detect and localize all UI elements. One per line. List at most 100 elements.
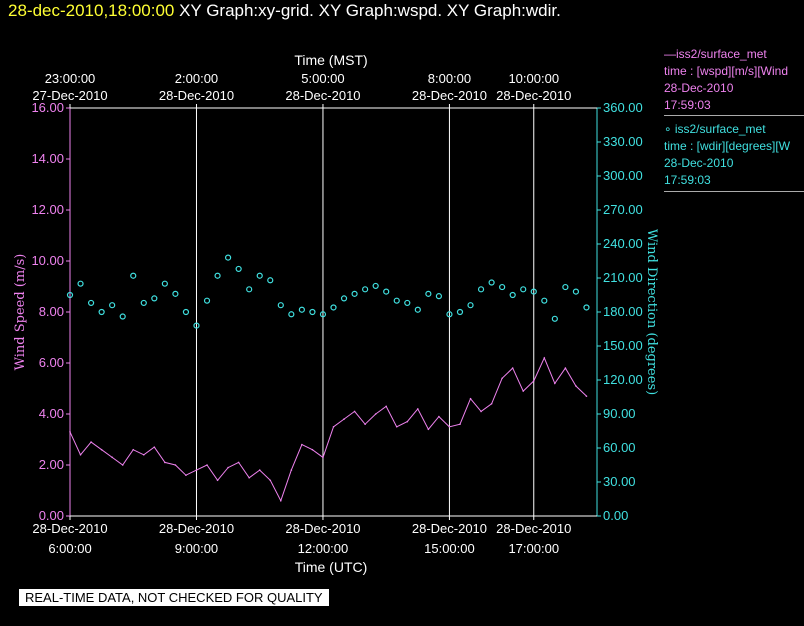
wind-speed-point [353,410,356,413]
right-tick-label: 150.00 [603,338,643,353]
wind-speed-point [132,448,135,451]
wind-speed-point [258,469,261,471]
wind-speed-point [153,446,156,448]
wind-direction-point [393,297,400,304]
wind-speed-point [406,420,409,423]
y-axis-title-left: Wind Speed (m/s) [13,254,28,371]
wind-speed-point [585,395,588,397]
wind-speed-point [554,382,556,385]
legend-wdir-line3: 28-Dec-2010 [664,156,734,170]
wind-speed-point [332,425,335,428]
wind-speed-point [280,499,282,502]
wind-direction-point [551,315,558,322]
wind-speed-point [227,466,229,469]
bottom-tick-time: 6:00:00 [48,541,91,556]
wind-speed-point [501,377,503,380]
legend-wdir-line4: 17:59:03 [664,173,711,187]
right-tick-label: 120.00 [603,372,643,387]
wind-speed-point [216,479,219,482]
wind-speed-point [248,476,250,479]
wind-speed-point [459,423,461,426]
right-tick-label: 30.00 [603,474,636,489]
wind-direction-point [77,280,84,287]
wind-direction-point [467,302,474,309]
wind-direction-point [277,302,284,309]
left-tick-label: 4.00 [39,406,64,421]
wind-direction-point [203,297,211,304]
wind-speed-point [522,390,525,392]
wind-direction-point [288,311,295,318]
legend-divider [664,115,804,116]
wind-direction-point [404,299,411,307]
bottom-axis-ticks: 28-Dec-2010 6:00:00 28-Dec-2010 9:00:00 28-D… [32,516,571,556]
wind-direction-point [520,286,527,293]
x-axis-title-top: Time (MST) [294,52,367,68]
top-tick-date: 27-Dec-2010 [32,88,107,103]
wind-speed-point [343,418,345,420]
wind-direction-point [161,280,168,287]
left-tick-label: 2.00 [39,457,64,472]
left-tick-label: 8.00 [39,304,64,319]
wind-speed-point [374,413,377,415]
wind-speed-point [164,461,166,464]
legend-wspd-line4: 17:59:03 [664,98,711,112]
wind-speed-point [142,454,145,456]
wind-direction-point [246,286,253,293]
wind-speed-point [100,448,103,451]
wind-speed-point [417,408,419,410]
wind-speed-point [480,410,482,413]
quality-note: REAL-TIME DATA, NOT CHECKED FOR QUALITY [19,589,329,606]
wind-speed-point [174,464,177,466]
wind-speed-point [490,403,493,405]
bottom-tick-date: 28-Dec-2010 [159,521,234,536]
wind-direction-point [541,297,548,304]
top-tick-time: 10:00:00 [508,71,559,86]
legend-wdir-line2: time : [wdir][degrees][W [664,139,791,153]
right-tick-label: 240.00 [603,236,643,251]
wind-direction-point [66,291,74,299]
x-axis-title-bottom: Time (UTC) [295,559,368,575]
right-tick-label: 90.00 [603,406,636,421]
wind-direction-point [372,282,379,290]
wind-speed-point [311,448,314,451]
right-tick-label: 270.00 [603,202,643,217]
left-tick-label: 6.00 [39,355,64,370]
wind-direction-point [119,313,126,320]
wind-direction-point [530,288,537,295]
wind-direction-point [562,283,569,291]
legend-wspd-line2: time : [wspd][m/s][Wind [664,64,789,78]
wind-direction-point [109,302,116,309]
wind-direction-point [425,290,432,297]
wind-speed-point [532,380,535,382]
wind-speed-point [469,397,472,400]
wind-direction-point [414,306,421,313]
right-tick-label: 60.00 [603,440,636,455]
wind-direction-point [319,311,327,318]
wind-speed-point [448,425,451,428]
top-tick-date: 28-Dec-2010 [159,88,234,103]
wind-speed-point [121,464,124,466]
bottom-tick-time: 12:00:00 [298,541,349,556]
left-tick-label: 10.00 [31,253,64,268]
left-tick-label: 12.00 [31,202,64,217]
right-tick-label: 0.00 [603,508,628,523]
wind-direction-point [309,308,316,316]
wind-speed-point [90,441,92,443]
wind-direction-point [330,304,337,311]
wind-speed-point [438,415,440,418]
wind-speed-point [543,357,546,359]
top-tick-time: 8:00:00 [428,71,471,86]
wind-direction-point [351,290,358,297]
wind-speed-line [69,356,587,502]
axes [69,107,598,517]
wind-speed-point [269,479,272,482]
wind-direction-point [477,286,485,293]
right-tick-label: 300.00 [603,168,643,183]
wind-direction-point [214,272,221,279]
wind-speed-point [322,456,324,459]
wind-speed-point [111,456,113,459]
wind-direction-point [182,308,190,316]
wind-speed-point [364,423,366,426]
series-layer [66,254,590,502]
legend-wdir-line1: ∘ iss2/surface_met [664,122,766,136]
